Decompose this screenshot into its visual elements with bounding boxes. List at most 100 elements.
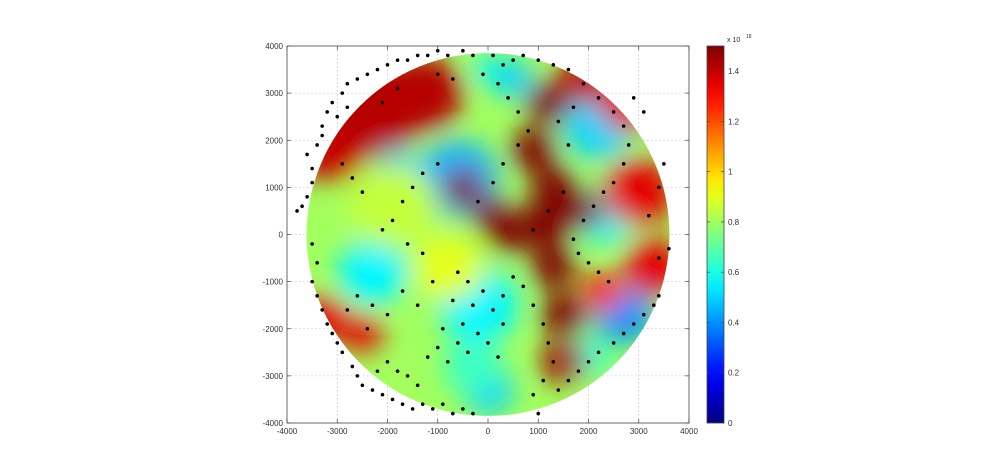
data-point: [667, 246, 671, 251]
data-point: [551, 63, 556, 67]
data-point: [446, 53, 450, 58]
data-point: [491, 308, 495, 312]
data-point: [566, 378, 571, 383]
data-point: [390, 218, 395, 223]
data-point: [395, 86, 400, 91]
heatmap-region: [623, 239, 670, 296]
colorbar-multiplier: x 10: [727, 37, 740, 44]
data-point: [506, 96, 510, 100]
colorbar-tick-label: 0.6: [728, 268, 740, 277]
data-point: [516, 143, 520, 147]
data-point: [420, 251, 425, 256]
heatmap-region: [337, 239, 408, 306]
heatmap-region: [530, 246, 576, 289]
data-point: [435, 345, 440, 350]
data-point: [310, 242, 314, 246]
data-point: [591, 204, 596, 209]
data-point: [415, 303, 420, 307]
data-point: [375, 67, 380, 72]
data-point: [340, 91, 345, 95]
heatmap-region: [525, 81, 571, 124]
heatmap-region: [530, 166, 576, 209]
data-point: [335, 341, 340, 345]
data-point: [380, 227, 385, 232]
data-point: [652, 303, 656, 307]
heatmap-region: [493, 60, 534, 98]
heatmap-region: [412, 234, 483, 301]
heatmap-region: [342, 314, 383, 353]
x-tick-label: 2000: [580, 427, 598, 436]
colorbar-tick-label: 0: [728, 419, 733, 428]
data-point: [420, 402, 425, 406]
y-tick-label: -4000: [263, 419, 284, 428]
data-point: [320, 133, 324, 138]
data-point: [440, 326, 445, 331]
data-point: [456, 341, 460, 345]
data-point: [471, 411, 475, 416]
heatmap-region: [442, 168, 483, 207]
data-point: [466, 350, 470, 355]
data-point: [365, 72, 370, 77]
data-point: [611, 341, 616, 345]
data-point: [310, 180, 314, 185]
colorbar-tick-label: 0.2: [728, 369, 740, 378]
data-point: [611, 180, 616, 185]
data-point: [315, 143, 319, 147]
data-point: [531, 303, 536, 307]
data-point: [410, 185, 415, 190]
x-tick-label: 4000: [680, 427, 698, 436]
data-point: [561, 190, 566, 194]
data-point: [501, 63, 505, 67]
data-point: [425, 53, 430, 58]
data-point: [315, 260, 319, 265]
data-point: [546, 209, 551, 213]
data-point: [330, 100, 335, 105]
data-point: [566, 67, 571, 72]
data-point: [370, 388, 375, 392]
data-point: [541, 322, 546, 326]
data-point: [345, 308, 350, 312]
data-point: [390, 397, 395, 402]
data-point: [345, 81, 350, 86]
data-point: [657, 293, 661, 298]
data-point: [511, 58, 515, 62]
data-point: [471, 53, 475, 58]
heatmap-region: [510, 128, 556, 171]
data-point: [395, 369, 400, 373]
data-point: [360, 383, 365, 388]
data-point: [657, 256, 661, 260]
heatmap-region: [382, 55, 463, 131]
data-point: [501, 322, 505, 326]
heatmap-region: [603, 159, 670, 226]
data-point: [370, 303, 375, 307]
data-point: [405, 242, 410, 246]
data-point: [446, 359, 450, 364]
data-point: [395, 58, 400, 62]
colorbar-exponent: 18: [746, 34, 752, 40]
data-point: [526, 129, 530, 133]
data-point: [430, 279, 435, 284]
data-point: [511, 275, 515, 279]
data-point: [400, 402, 405, 406]
x-tick-label: -4000: [277, 427, 298, 436]
data-point: [340, 350, 345, 355]
heatmap-region: [488, 215, 529, 254]
colorbar-tick-label: 0.8: [728, 218, 740, 227]
x-tick-label: 3000: [630, 427, 648, 436]
data-point: [325, 322, 330, 326]
data-point: [481, 289, 485, 293]
data-point: [405, 58, 410, 62]
data-point: [305, 195, 309, 199]
x-tick-label: -1000: [428, 427, 449, 436]
data-point: [647, 213, 651, 218]
data-point: [355, 293, 360, 298]
data-point: [501, 162, 505, 166]
data-point: [596, 96, 601, 100]
data-point: [581, 81, 586, 86]
data-point: [400, 289, 405, 293]
data-point: [581, 218, 586, 223]
axis-ticks: [286, 45, 690, 424]
data-point: [657, 185, 661, 190]
x-tick-label: -3000: [327, 427, 348, 436]
